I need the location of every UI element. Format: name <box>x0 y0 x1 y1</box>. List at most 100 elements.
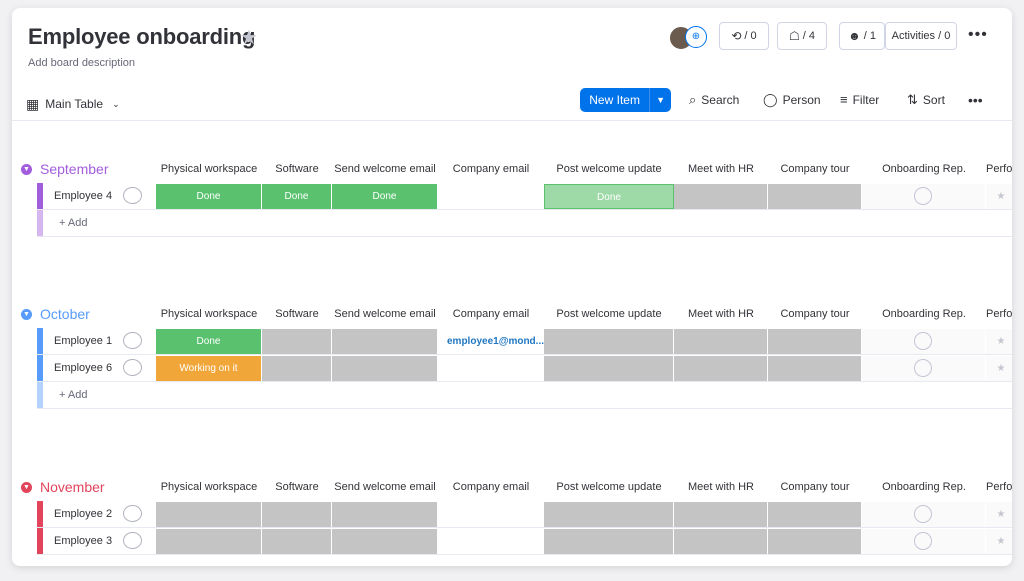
more-options-icon[interactable]: ••• <box>968 26 988 43</box>
status-cell[interactable] <box>332 502 438 527</box>
status-cell[interactable] <box>544 329 674 354</box>
status-cell[interactable] <box>332 529 438 554</box>
status-cell[interactable] <box>768 502 862 527</box>
board-description[interactable]: Add board description <box>28 57 136 69</box>
status-cell[interactable] <box>674 329 768 354</box>
column-header[interactable]: Company tour <box>780 163 850 175</box>
add-item-label[interactable]: + Add <box>59 217 88 229</box>
sort-button[interactable]: ⇅ Sort <box>907 92 945 108</box>
add-item-row[interactable]: + Add <box>37 382 1012 409</box>
column-header[interactable]: Send welcome email <box>334 308 436 320</box>
status-cell[interactable]: Done <box>332 184 438 209</box>
column-header[interactable]: Company email <box>452 308 530 320</box>
column-header[interactable]: Software <box>275 163 319 175</box>
status-cell[interactable] <box>768 529 862 554</box>
column-header[interactable]: Company tour <box>780 308 850 320</box>
status-cell[interactable] <box>674 356 768 381</box>
automations-button[interactable]: ☖ / 4 <box>777 22 827 50</box>
column-header[interactable]: Onboarding Rep. <box>882 163 966 175</box>
table-row[interactable]: Employee 6 Working on it ★ <box>37 355 1012 382</box>
table-row[interactable]: Employee 4 Done Done Done Done ★ <box>37 183 1012 210</box>
status-cell[interactable] <box>262 529 332 554</box>
row-name[interactable]: Employee 6 <box>54 362 113 374</box>
group-title[interactable]: October <box>40 306 90 322</box>
table-row[interactable]: Employee 2 ★ <box>37 501 1012 528</box>
status-cell[interactable] <box>544 356 674 381</box>
status-cell[interactable] <box>332 329 438 354</box>
status-cell[interactable]: Done <box>262 184 332 209</box>
status-cell[interactable]: Done <box>156 184 262 209</box>
status-cell[interactable] <box>332 356 438 381</box>
person-cell[interactable] <box>862 329 986 354</box>
column-header[interactable]: Send welcome email <box>334 163 436 175</box>
column-header[interactable]: Software <box>275 481 319 493</box>
status-cell[interactable] <box>768 184 862 209</box>
column-header[interactable]: Onboarding Rep. <box>882 308 966 320</box>
column-header[interactable]: Physical workspace <box>160 481 258 493</box>
email-cell[interactable]: employee1@mond... <box>438 329 544 354</box>
rating-star-icon[interactable]: ★ <box>986 329 1012 354</box>
invite-icon[interactable]: ⊕ <box>685 26 707 48</box>
status-cell[interactable] <box>544 529 674 554</box>
person-cell[interactable] <box>862 184 986 209</box>
group-title[interactable]: September <box>40 161 109 177</box>
person-avatar-icon[interactable] <box>913 332 932 350</box>
status-cell[interactable] <box>262 356 332 381</box>
person-avatar-icon[interactable] <box>913 187 932 205</box>
integrations-button[interactable]: ⟲ / 0 <box>719 22 769 50</box>
column-header[interactable]: Meet with HR <box>687 481 755 493</box>
email-cell[interactable] <box>438 356 544 381</box>
rating-star-icon[interactable]: ★ <box>986 502 1012 527</box>
comment-icon[interactable] <box>123 359 142 376</box>
table-row[interactable]: Employee 1 Done employee1@mond... ★ <box>37 328 1012 355</box>
group-title[interactable]: November <box>40 479 105 495</box>
rating-star-icon[interactable]: ★ <box>986 529 1012 554</box>
column-header[interactable]: Physical workspace <box>160 163 258 175</box>
table-row[interactable]: Employee 3 ★ <box>37 528 1012 555</box>
column-header[interactable]: Company email <box>452 481 530 493</box>
activities-button[interactable]: Activities / 0 <box>885 22 957 50</box>
status-cell[interactable] <box>768 329 862 354</box>
person-filter-button[interactable]: ◯ Person <box>763 92 821 108</box>
email-cell[interactable] <box>438 184 544 209</box>
comment-icon[interactable] <box>123 332 142 349</box>
new-item-button[interactable]: New Item ▼ <box>580 88 671 112</box>
person-avatar-icon[interactable] <box>913 532 932 550</box>
person-avatar-icon[interactable] <box>913 359 932 377</box>
status-cell[interactable] <box>544 502 674 527</box>
status-cell[interactable]: Working on it <box>156 356 262 381</box>
rating-star-icon[interactable]: ★ <box>986 184 1012 209</box>
status-cell[interactable] <box>156 529 262 554</box>
person-avatar-icon[interactable] <box>913 505 932 523</box>
search-button[interactable]: ⌕ Search <box>689 92 739 108</box>
email-cell[interactable] <box>438 529 544 554</box>
column-header[interactable]: Software <box>275 308 319 320</box>
status-cell[interactable] <box>674 184 768 209</box>
column-header[interactable]: Perfor <box>986 481 1012 493</box>
view-selector[interactable]: ▦ Main Table ⌄ <box>26 91 120 117</box>
column-header[interactable]: Meet with HR <box>687 163 755 175</box>
status-cell[interactable] <box>262 329 332 354</box>
row-name[interactable]: Employee 1 <box>54 335 113 347</box>
group-collapse-icon[interactable]: ▼ <box>21 164 32 175</box>
members-button[interactable]: ☻ / 1 <box>839 22 885 50</box>
status-cell[interactable]: Done <box>544 184 674 209</box>
person-cell[interactable] <box>862 356 986 381</box>
add-item-row[interactable]: + Add <box>37 210 1012 237</box>
comment-icon[interactable] <box>123 505 142 522</box>
filter-button[interactable]: ≡ Filter <box>840 92 879 107</box>
column-header[interactable]: Post welcome update <box>556 163 662 175</box>
comment-icon[interactable] <box>123 532 142 549</box>
column-header[interactable]: Meet with HR <box>687 308 755 320</box>
status-cell[interactable] <box>674 529 768 554</box>
status-cell[interactable] <box>262 502 332 527</box>
email-cell[interactable] <box>438 502 544 527</box>
row-name[interactable]: Employee 2 <box>54 508 113 520</box>
column-header[interactable]: Post welcome update <box>556 308 662 320</box>
column-header[interactable]: Company tour <box>780 481 850 493</box>
column-header[interactable]: Onboarding Rep. <box>882 481 966 493</box>
chevron-down-icon[interactable]: ▼ <box>649 88 671 112</box>
rating-star-icon[interactable]: ★ <box>986 356 1012 381</box>
favorite-star-icon[interactable]: ★ <box>240 27 258 49</box>
column-header[interactable]: Perfor <box>986 308 1012 320</box>
